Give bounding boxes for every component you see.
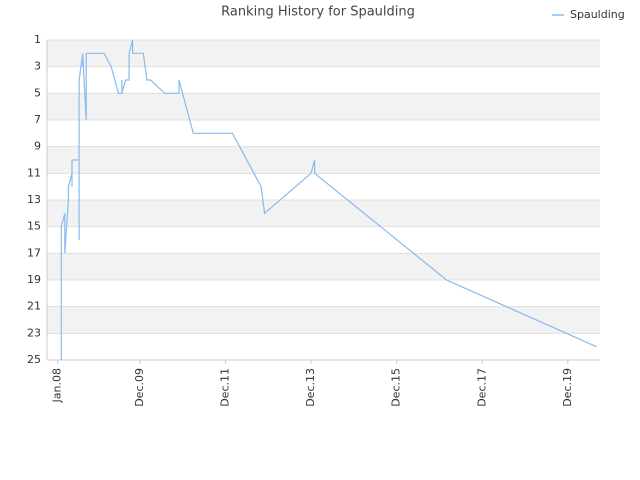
x-tick-label: Dec.09 (133, 368, 146, 407)
y-tick-label: 23 (27, 326, 41, 339)
band (47, 93, 600, 120)
x-tick-label: Dec.15 (390, 368, 403, 407)
y-tick-label: 19 (27, 273, 41, 286)
band (47, 173, 600, 200)
y-tick-label: 1 (34, 33, 41, 46)
y-tick-label: 11 (27, 166, 41, 179)
x-tick-label: Dec.17 (475, 368, 488, 407)
y-tick-label: 3 (34, 60, 41, 73)
y-tick-label: 21 (27, 300, 41, 313)
y-tick-label: 5 (34, 86, 41, 99)
band (47, 306, 600, 334)
band (47, 280, 600, 307)
x-tick-label: Dec.19 (561, 368, 574, 407)
chart-title: Ranking History for Spaulding (221, 5, 415, 20)
band (47, 253, 600, 280)
y-tick-label: 13 (27, 193, 41, 206)
y-tick-label: 9 (34, 140, 41, 153)
legend-label: Spaulding (570, 8, 625, 21)
y-tick-label: 25 (27, 353, 41, 366)
band (47, 66, 600, 94)
y-tick-label: 15 (27, 220, 41, 233)
series-line (60, 39, 597, 360)
x-tick-label: Dec.13 (304, 368, 317, 407)
band (47, 40, 600, 67)
band (47, 226, 600, 254)
band (47, 333, 600, 360)
band (47, 200, 600, 227)
x-tick-label: Dec.11 (218, 368, 231, 407)
band (47, 120, 600, 147)
bands (47, 40, 600, 360)
y-tick-label: 7 (34, 113, 41, 126)
band (47, 146, 600, 174)
y-tick-label: 17 (27, 246, 41, 259)
x-tick-label: Jan.08 (51, 368, 64, 403)
